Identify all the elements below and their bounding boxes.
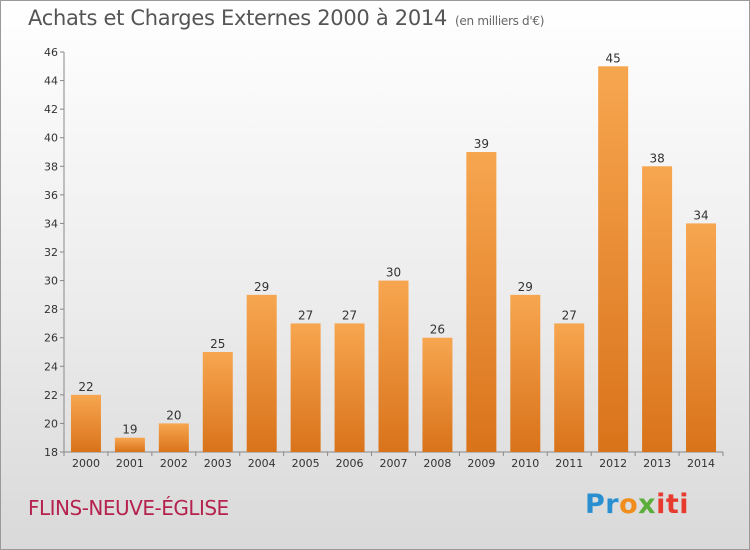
y-tick-label: 42 [44,103,58,116]
data-label-2011: 27 [562,308,577,322]
chart-title-text: Achats et Charges Externes 2000 à 2014 [28,6,448,30]
y-tick-label: 30 [44,275,58,288]
y-tick-label: 38 [44,160,58,173]
x-tick-label-2009: 2009 [467,457,495,470]
y-tick-label: 32 [44,246,58,259]
bar-2005 [290,323,321,452]
data-label-2009: 39 [474,137,489,151]
bar-2010 [510,294,541,452]
data-label-2014: 34 [693,208,708,222]
bar-2001 [114,437,145,452]
y-tick-label: 18 [44,446,58,459]
bar-2012 [598,66,629,453]
logo-part-3: x [638,489,657,520]
x-tick-label-2000: 2000 [72,457,100,470]
y-tick-label: 46 [44,46,58,59]
x-tick-label-2005: 2005 [292,457,320,470]
data-label-2005: 27 [298,308,313,322]
x-tick-label-2007: 2007 [380,457,408,470]
bar-2011 [554,323,585,452]
bar-2000 [70,394,101,452]
x-tick-label-2002: 2002 [160,457,188,470]
bar-2003 [202,352,233,452]
chart-title: Achats et Charges Externes 2000 à 2014 (e… [28,6,544,30]
data-label-2000: 22 [78,380,93,394]
x-tick-label-2014: 2014 [687,457,715,470]
chart-axes: 18 20 22 24 26 28 30 32 34 36 38 40 42 44 46 2000 2001 20… [44,46,724,470]
x-tick-label-2008: 2008 [423,457,451,470]
chart-bars [70,66,717,453]
x-tick-label-2004: 2004 [248,457,276,470]
y-tick-label: 26 [44,332,58,345]
bar-2008 [422,337,453,452]
bar-2006 [334,323,365,452]
chart-data-labels: 22 19 20 25 29 27 27 30 26 39 29 27 45 38 34 [78,51,708,436]
bar-2013 [642,166,673,453]
chart-subtitle: (en milliers d'€) [455,14,545,28]
proxiti-logo[interactable]: Proxiti [585,489,689,520]
bar-2002 [158,423,189,452]
x-tick-label-2012: 2012 [599,457,627,470]
data-label-2004: 29 [254,280,269,294]
data-label-2010: 29 [518,280,533,294]
data-label-2013: 38 [649,151,664,165]
y-tick-label: 20 [44,417,58,430]
x-tick-label-2013: 2013 [643,457,671,470]
bar-2014 [686,223,717,452]
logo-part-1: Pr [585,489,620,520]
logo-part-4: iti [656,489,690,520]
x-tick-label-2011: 2011 [555,457,583,470]
bar-2009 [466,152,497,452]
x-tick-label-2010: 2010 [511,457,539,470]
y-tick-label: 44 [44,75,58,88]
y-tick-label: 36 [44,189,58,202]
data-label-2008: 26 [430,323,445,337]
bar-2007 [378,280,409,452]
x-tick-label-2006: 2006 [336,457,364,470]
data-label-2012: 45 [606,51,621,65]
x-tick-label-2003: 2003 [204,457,232,470]
y-tick-label: 34 [44,217,58,230]
x-tick-label-2001: 2001 [116,457,144,470]
commune-name: FLINS-NEUVE-ÉGLISE [28,496,229,520]
data-label-2003: 25 [210,337,225,351]
data-label-2006: 27 [342,308,357,322]
data-label-2001: 19 [122,423,137,437]
bar-2004 [246,294,277,452]
data-label-2002: 20 [166,408,181,422]
y-tick-label: 24 [44,360,58,373]
y-tick-label: 28 [44,303,58,316]
y-tick-label: 40 [44,132,58,145]
logo-part-2: o [619,489,639,520]
y-tick-label: 22 [44,389,58,402]
data-label-2007: 30 [386,266,401,280]
